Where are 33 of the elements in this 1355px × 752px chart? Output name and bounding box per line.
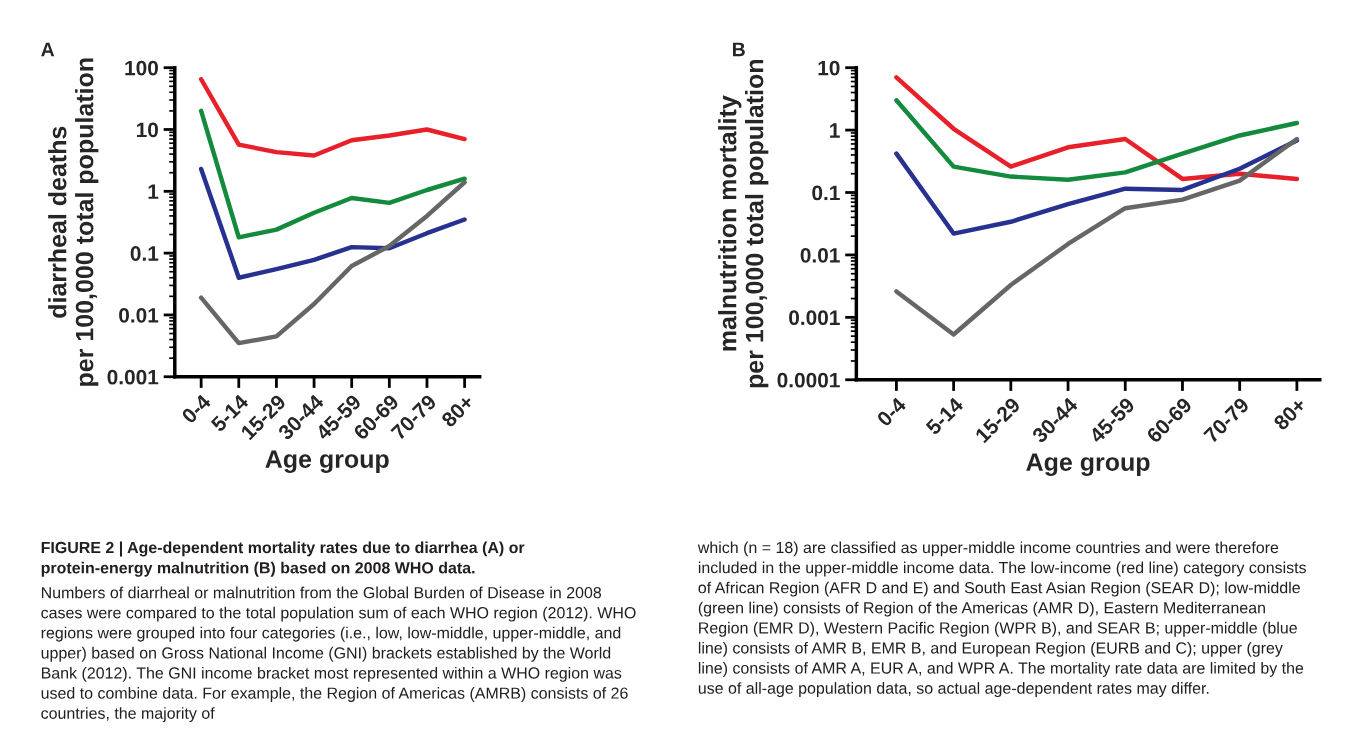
- text: A: [41, 42, 55, 57]
- line-series: [198, 180, 467, 346]
- y-axis-title: malnutrition mortality per 100,000 total population: [718, 59, 769, 388]
- y-tick-label: 0.01: [119, 307, 159, 323]
- x-axis-title: Age group: [265, 450, 389, 473]
- y-tick-label: 0.01: [800, 247, 840, 263]
- line-series: [198, 108, 467, 240]
- caption: FIGURE 2 | Age-dependent mortality rates due to diarrhea (A) or protein-energy malnutrition (B) based on 2008 WHO data.: [41, 541, 525, 577]
- text: Numbers of diarrheal or malnutrition from the Global Burden of Disease in 2008 cases were compared to the total population sum of each WHO region (2012). WHO regions were grouped into four categories (i.e., low, low-middle, upper-middle, and upper) based on Gross National Income (GNI) brackets established by the World Bank (2012). The GNI income bracket most represented within a WHO region was used to combine data. For example, the Region of Americas (AMRB) consists of 26 countries, the majority of: [41, 586, 636, 723]
- x-axis-title: Age group: [1026, 453, 1150, 476]
- line-series: [198, 77, 467, 158]
- x-tick-label: 80+: [1272, 396, 1308, 432]
- x-tick-label: 0-4: [876, 396, 908, 428]
- y-tick-label: 10: [818, 60, 840, 76]
- line-series: [198, 166, 467, 280]
- x-tick-label: 0-4: [180, 393, 212, 425]
- line-series: [894, 98, 1300, 182]
- line-series: [894, 75, 1300, 182]
- y-tick-label: 1: [830, 123, 840, 138]
- y-tick-label: 100: [125, 60, 158, 76]
- line-series: [894, 136, 1300, 337]
- y-axis-title: diarrheal deaths per 100,000 total population: [48, 58, 99, 386]
- y-tick-label: 0.0001: [777, 372, 840, 388]
- text: which (n = 18) are classified as upper-middle income countries and were therefore included in the upper-middle income data. The low-income (red line) category consists of African Region (AFR D and E) and South East Asian Region (SEAR D); low-middle (green line) consists of Region of the Americas (AMR D), Eastern Mediterranean Region (EMR D), Western Pacific Region (WPR B), and SEAR B; upper-middle (blue line) consists of AMR B, EMR B, and European Region (EURB and C); upper (grey line) consists of AMR A, EUR A, and WPR A. The mortality rate data are limited by the use of all-age population data, so actual age-dependent rates may differ.: [697, 541, 1306, 698]
- y-tick-label: 10: [136, 122, 158, 138]
- text: B: [733, 42, 745, 57]
- y-tick-label: 1: [148, 184, 159, 199]
- y-tick-label: 0.1: [812, 185, 840, 201]
- y-tick-label: 0.001: [789, 310, 840, 326]
- x-tick-label: 80+: [440, 393, 475, 429]
- y-tick-label: 0.001: [107, 369, 159, 385]
- y-tick-label: 0.1: [130, 246, 159, 261]
- line-series: [894, 138, 1300, 236]
